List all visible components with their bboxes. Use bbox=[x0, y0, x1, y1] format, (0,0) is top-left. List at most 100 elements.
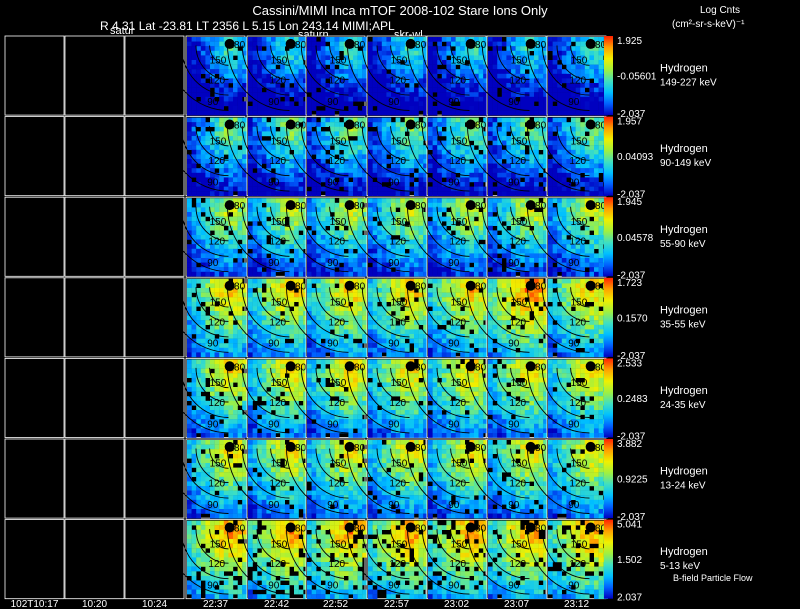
frame-6-1 bbox=[64, 519, 125, 600]
contour-label: 120 bbox=[569, 156, 586, 167]
x-tick-label: 22:42 bbox=[264, 599, 289, 609]
contour-label: 90 bbox=[327, 581, 339, 592]
contour-label: 150 bbox=[391, 539, 408, 550]
contour-line bbox=[256, 287, 290, 322]
planet-disk bbox=[285, 38, 296, 49]
contour-label: 150 bbox=[571, 136, 588, 147]
x-tick-label: 10:24 bbox=[142, 599, 167, 609]
contour-line bbox=[209, 287, 229, 308]
contour-line bbox=[421, 448, 470, 499]
contour-line bbox=[450, 206, 470, 227]
contour-line bbox=[390, 206, 410, 227]
contour-label: 90 bbox=[448, 178, 460, 189]
contour-label: 120 bbox=[449, 559, 466, 570]
contour-label: 180 bbox=[530, 121, 547, 132]
contour-label: 180 bbox=[410, 201, 427, 212]
contour-line bbox=[556, 206, 590, 242]
planet-disk bbox=[465, 119, 476, 130]
contour-label: 150 bbox=[391, 298, 408, 309]
frame-2-2 bbox=[124, 196, 185, 277]
planet-disk bbox=[405, 200, 416, 211]
contour-line bbox=[329, 45, 349, 66]
contour-label: 150 bbox=[451, 217, 468, 228]
contour-label: 120 bbox=[208, 156, 225, 167]
contour-line bbox=[195, 367, 229, 403]
contour-line bbox=[180, 45, 229, 96]
colorbar-mid-label: 0.1570 bbox=[617, 313, 648, 324]
colorbar-max-label: 1.925 bbox=[617, 36, 642, 47]
contour-line bbox=[209, 448, 229, 469]
contour-line bbox=[527, 45, 590, 111]
contour-line bbox=[241, 448, 290, 499]
frame-2-1 bbox=[64, 196, 125, 277]
contour-label: 120 bbox=[208, 559, 225, 570]
contour-line bbox=[407, 367, 470, 434]
contour-line bbox=[481, 126, 530, 177]
contour-label: 120 bbox=[389, 317, 406, 328]
planet-disk bbox=[405, 522, 416, 533]
contour-line bbox=[256, 448, 290, 484]
planet-disk bbox=[465, 522, 476, 533]
contour-label: 180 bbox=[410, 362, 427, 373]
contour-line bbox=[180, 126, 229, 177]
contour-line bbox=[510, 126, 530, 147]
contour-line bbox=[180, 367, 229, 418]
contour-line bbox=[467, 529, 530, 595]
contour-line bbox=[347, 367, 410, 434]
contour-label: 120 bbox=[328, 479, 345, 490]
contour-label: 150 bbox=[330, 56, 347, 67]
contour-line bbox=[361, 126, 410, 177]
contour-label: 90 bbox=[327, 500, 339, 511]
contour-label: 120 bbox=[328, 156, 345, 167]
contour-label: 180 bbox=[290, 524, 307, 535]
contour-line bbox=[300, 529, 349, 580]
contour-line bbox=[227, 206, 290, 273]
contour-line bbox=[510, 45, 530, 66]
frame-4-1 bbox=[64, 357, 125, 438]
contour-line bbox=[227, 367, 290, 434]
contour-line bbox=[241, 529, 290, 580]
contour-label: 150 bbox=[391, 459, 408, 470]
contour-label: 180 bbox=[530, 282, 547, 293]
contour-label: 90 bbox=[388, 500, 400, 511]
contour-label: 150 bbox=[511, 136, 528, 147]
planet-disk bbox=[585, 441, 596, 452]
planet-disk bbox=[405, 441, 416, 452]
contour-label: 90 bbox=[327, 178, 339, 189]
contour-line bbox=[436, 206, 470, 242]
contour-line bbox=[390, 529, 410, 550]
frame-6-2 bbox=[124, 519, 185, 600]
tag-mid: saturn bbox=[298, 29, 329, 41]
contour-line bbox=[300, 448, 349, 499]
contour-line bbox=[496, 45, 530, 81]
row-species-label: Hydrogen bbox=[660, 143, 708, 155]
planet-disk bbox=[585, 361, 596, 372]
contour-label: 120 bbox=[269, 398, 286, 409]
contour-label: 180 bbox=[349, 443, 366, 454]
contour-label: 180 bbox=[349, 524, 366, 535]
contour-label: 120 bbox=[569, 559, 586, 570]
row-species-label: Hydrogen bbox=[660, 63, 708, 75]
contour-label: 180 bbox=[290, 362, 307, 373]
contour-label: 90 bbox=[327, 419, 339, 430]
planet-disk bbox=[525, 280, 536, 291]
tag-left: satur bbox=[110, 25, 135, 37]
contour-line bbox=[481, 367, 530, 418]
contour-label: 90 bbox=[508, 419, 520, 430]
contour-line bbox=[390, 45, 410, 66]
contour-line bbox=[436, 45, 470, 81]
planet-disk bbox=[465, 38, 476, 49]
contour-label: 90 bbox=[207, 500, 219, 511]
x-tick-label: 23:07 bbox=[504, 599, 529, 609]
contour-label: 120 bbox=[389, 76, 406, 87]
contour-line bbox=[450, 448, 470, 469]
contour-label: 90 bbox=[568, 500, 580, 511]
contour-label: 90 bbox=[268, 500, 280, 511]
contour-line bbox=[496, 206, 530, 242]
contour-line bbox=[209, 367, 229, 389]
contour-line bbox=[510, 287, 530, 308]
contour-line bbox=[209, 206, 229, 227]
contour-label: 150 bbox=[330, 459, 347, 470]
planet-disk bbox=[585, 38, 596, 49]
contour-label: 180 bbox=[290, 40, 307, 51]
